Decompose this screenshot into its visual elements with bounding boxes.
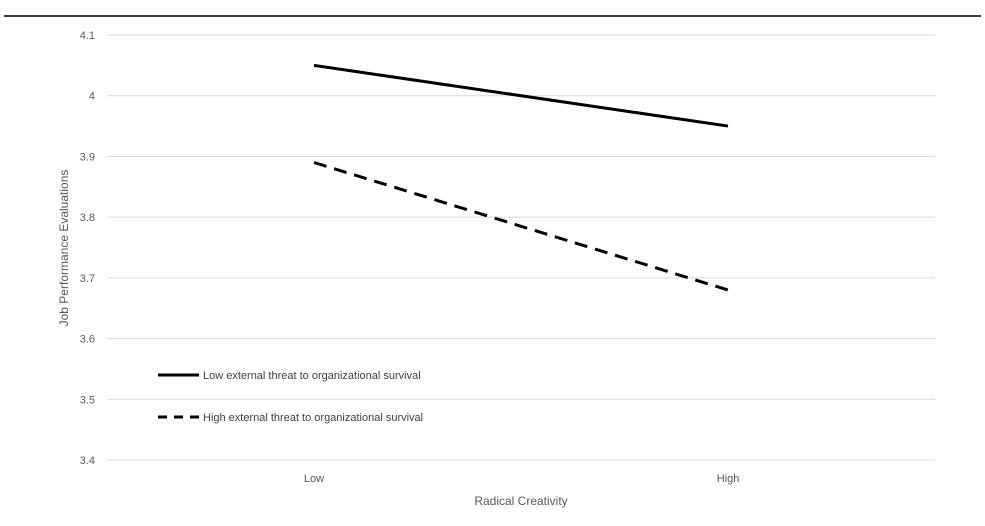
legend-label: High external threat to organizational s… [203,412,423,424]
legend: Low external threat to organizational su… [158,370,423,424]
y-tick-label: 3.8 [80,212,95,224]
y-tick-labels: 3.4 3.5 3.6 3.7 3.8 3.9 4 4.1 [80,30,95,467]
x-tick-label: High [717,473,740,485]
y-tick-label: 3.4 [80,455,95,467]
gridlines [107,34,935,461]
y-tick-label: 4 [89,91,95,103]
y-tick-label: 3.7 [80,273,95,285]
y-tick-label: 3.5 [80,394,95,406]
y-axis-title: Job Performance Evaluations [57,170,71,327]
y-tick-label: 4.1 [80,30,95,42]
x-tick-labels: Low High [304,473,739,485]
series-line-low-threat [313,63,729,128]
legend-label: Low external threat to organizational su… [203,370,421,382]
x-tick-label: Low [304,473,324,485]
series-line-high-threat [313,161,729,292]
y-tick-label: 3.9 [80,151,95,163]
y-tick-label: 3.6 [80,334,95,346]
series-lines [313,63,729,292]
x-axis-title: Radical Creativity [474,494,567,508]
